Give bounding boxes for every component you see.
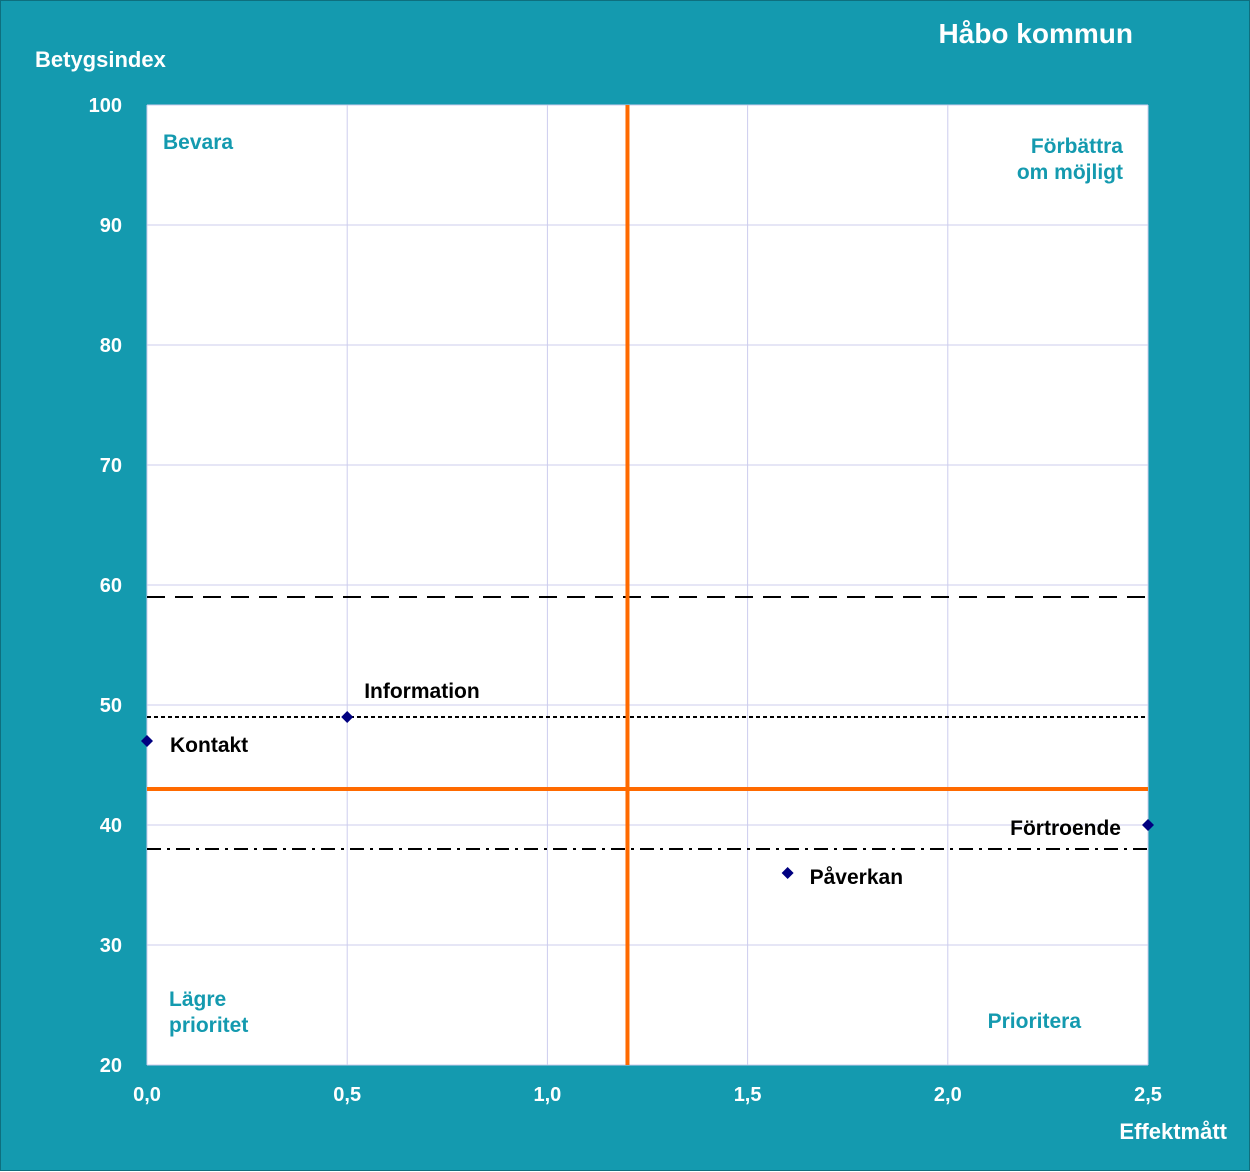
point-p-verkan xyxy=(781,867,794,879)
point-f-rtroende xyxy=(1142,819,1154,831)
quadrant-lagre-prioritet-line: Lägre xyxy=(169,988,226,1011)
quadrant-prioritera: Prioritera xyxy=(988,1010,1082,1033)
quadrant-labels: Bevara Förbättra om möjligt Lägre prioritet P… xyxy=(163,131,1123,1037)
quadrant-forbattra: Förbättra om möjligt xyxy=(1017,135,1123,184)
x-tick-label: 2,5 xyxy=(1134,1084,1162,1106)
y-tick-label: 30 xyxy=(100,935,122,957)
point-label-kontakt: Kontakt xyxy=(170,734,248,757)
quadrant-forbattra-line: Förbättra xyxy=(1031,135,1123,158)
y-tick-label: 70 xyxy=(100,455,122,477)
x-tick-label: 1,0 xyxy=(533,1084,561,1106)
x-tick-label: 1,5 xyxy=(734,1084,762,1106)
y-tick-label: 50 xyxy=(100,695,122,717)
x-axis-label: Effektmått xyxy=(1119,1119,1227,1144)
quadrant-lagre-prioritet: Lägre prioritet xyxy=(169,988,248,1037)
y-axis-label: Betygsindex xyxy=(35,47,167,72)
axis-ticks: 20 30 40 50 60 70 80 90 100 0,0 0,5 1,0 1,5 2,0 2,5 xyxy=(89,95,1162,1106)
quadrant-lagre-prioritet-line: prioritet xyxy=(169,1014,248,1037)
y-tick-label: 20 xyxy=(100,1055,122,1077)
y-tick-label: 90 xyxy=(100,215,122,237)
x-tick-label: 0,5 xyxy=(333,1084,361,1106)
chart-title: Håbo kommun xyxy=(939,18,1133,49)
quadrant-dividers xyxy=(147,105,1148,1065)
quadrant-forbattra-line: om möjligt xyxy=(1017,161,1123,184)
point-label-f-rtroende: Förtroende xyxy=(1010,817,1121,840)
data-points: Information Kontakt Förtroende Påverkan xyxy=(141,680,1154,889)
x-tick-label: 0,0 xyxy=(133,1084,161,1106)
point-label-information: Information xyxy=(364,680,480,703)
gridlines xyxy=(146,104,1149,1066)
point-information xyxy=(341,711,354,723)
quadrant-bevara: Bevara xyxy=(163,131,233,154)
quadrant-prioritera-line: Prioritera xyxy=(988,1010,1082,1033)
y-tick-label: 60 xyxy=(100,575,122,597)
point-kontakt xyxy=(141,735,153,747)
x-tick-label: 2,0 xyxy=(934,1084,962,1106)
quadrant-bevara-line: Bevara xyxy=(163,131,233,154)
y-tick-label: 40 xyxy=(100,815,122,837)
y-tick-label: 100 xyxy=(89,95,122,117)
y-tick-label: 80 xyxy=(100,335,122,357)
point-label-p-verkan: Påverkan xyxy=(810,866,903,889)
reference-lines xyxy=(147,596,1148,850)
